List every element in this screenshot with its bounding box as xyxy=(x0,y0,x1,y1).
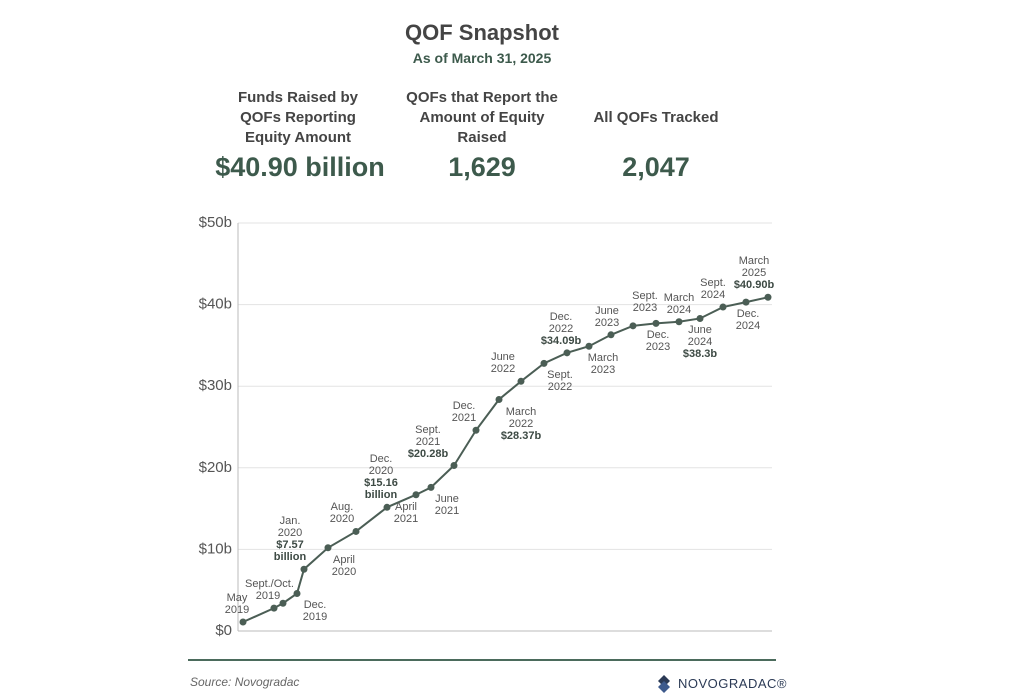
data-point xyxy=(279,599,287,607)
point-label: March 2022 $28.37b xyxy=(498,406,544,442)
point-label: Dec. 2019 xyxy=(292,599,338,623)
point-label: April 2020 xyxy=(321,554,367,578)
point-label: Dec. 2022 $34.09b xyxy=(538,311,584,347)
point-category: June 2023 xyxy=(594,304,620,329)
data-point xyxy=(352,527,360,535)
data-point xyxy=(517,377,525,385)
point-label: March 2025 $40.90b xyxy=(731,255,777,291)
point-label: Dec. 2021 xyxy=(441,400,487,424)
point-category: March 2024 xyxy=(663,291,695,316)
point-category: Sept. 2022 xyxy=(547,369,573,394)
title: QOF Snapshot xyxy=(405,20,559,45)
point-category: Dec. 2022 xyxy=(548,310,574,335)
logo: NOVOGRADAC® xyxy=(678,676,787,691)
point-label: Sept. 2023 xyxy=(622,290,668,314)
point-category: April 2020 xyxy=(331,553,357,578)
point-category: Sept./Oct. 2019 xyxy=(245,578,294,603)
data-point xyxy=(495,396,503,404)
y-tick-label: $0 xyxy=(215,622,232,639)
point-label: June 2022 xyxy=(480,351,526,375)
y-tick-label: $30b xyxy=(199,377,232,394)
subtitle: As of March 31, 2025 xyxy=(412,50,552,66)
data-point xyxy=(540,359,548,367)
point-category: March 2022 xyxy=(505,405,537,430)
point-label: Dec. 2020 $15.16 billion xyxy=(358,453,404,501)
point-category: Sept. 2023 xyxy=(632,289,658,314)
data-point xyxy=(563,349,571,357)
point-value: $15.16 billion xyxy=(364,477,398,502)
point-category: Dec. 2021 xyxy=(451,400,477,425)
stat-value: $40.90 billion xyxy=(215,152,385,182)
point-label: June 2021 xyxy=(424,493,470,517)
data-point xyxy=(427,483,435,491)
point-label: Dec. 2024 xyxy=(725,308,771,332)
data-point xyxy=(585,342,593,350)
y-tick-label: $10b xyxy=(199,540,232,557)
logo-icon xyxy=(658,675,670,693)
source: Source: Novogradac xyxy=(190,675,300,689)
point-category: May 2019 xyxy=(224,592,250,617)
data-point xyxy=(607,331,615,339)
data-point xyxy=(472,426,480,434)
point-value: $40.90b xyxy=(733,279,775,292)
y-tick-label: $40b xyxy=(199,296,232,313)
point-label: March 2023 xyxy=(580,352,626,376)
point-category: Jan. 2020 xyxy=(277,515,303,540)
point-category: Dec. 2019 xyxy=(302,599,328,624)
point-category: Sept. 2024 xyxy=(700,277,726,302)
point-value: $20.28b xyxy=(407,447,449,460)
point-label: Aug. 2020 xyxy=(319,501,365,525)
stat-label: Funds Raised by QOFs Reporting Equity Am… xyxy=(237,89,359,146)
data-point xyxy=(270,604,278,612)
point-label: Sept. 2022 xyxy=(537,369,583,393)
point-label: Sept. 2024 xyxy=(690,277,736,301)
point-label: May 2019 xyxy=(214,592,260,616)
point-category: Dec. 2023 xyxy=(645,329,671,354)
point-category: March 2025 xyxy=(738,255,770,280)
data-point xyxy=(293,589,301,597)
point-category: June 2022 xyxy=(490,351,516,376)
data-point xyxy=(412,491,420,499)
point-label: Sept. 2021 $20.28b xyxy=(405,424,451,460)
stat-value: 2,047 xyxy=(622,152,690,182)
point-value: $38.3b xyxy=(682,348,718,361)
point-category: June 2024 xyxy=(687,324,713,349)
point-label: June 2023 xyxy=(584,305,630,329)
stat-label: QOFs that Report the Amount of Equity Ra… xyxy=(406,89,558,146)
point-category: March 2023 xyxy=(587,352,619,377)
point-value: $34.09b xyxy=(540,334,582,347)
data-point xyxy=(652,319,660,327)
data-point xyxy=(675,318,683,326)
point-label: Dec. 2023 xyxy=(635,329,681,353)
point-category: Sept. 2021 xyxy=(415,423,441,448)
point-category: Dec. 2024 xyxy=(735,308,761,333)
data-point xyxy=(764,293,772,301)
point-label: June 2024 $38.3b xyxy=(677,324,723,360)
point-label: Jan. 2020 $7.57 billion xyxy=(267,515,313,563)
point-category: April 2021 xyxy=(393,500,419,525)
data-point xyxy=(300,565,308,573)
point-category: Dec. 2020 xyxy=(368,453,394,478)
y-tick-label: $20b xyxy=(199,459,232,476)
point-label: April 2021 xyxy=(383,501,429,525)
data-point xyxy=(239,618,247,626)
stat-label: All QOFs Tracked xyxy=(593,109,719,126)
data-point xyxy=(324,544,332,552)
stat-value: 1,629 xyxy=(448,152,516,182)
data-point xyxy=(719,303,727,311)
point-category: Aug. 2020 xyxy=(329,501,355,526)
data-point xyxy=(696,314,704,322)
y-tick-label: $50b xyxy=(199,214,232,231)
point-label: Sept./Oct. 2019 xyxy=(245,578,294,603)
data-point xyxy=(742,298,750,306)
point-category: June 2021 xyxy=(434,493,460,518)
data-point xyxy=(629,322,637,330)
data-point xyxy=(383,503,391,511)
point-value: $28.37b xyxy=(500,429,542,442)
point-label: March 2024 xyxy=(656,292,702,316)
data-point xyxy=(450,462,458,470)
point-value: $7.57 billion xyxy=(273,539,307,564)
